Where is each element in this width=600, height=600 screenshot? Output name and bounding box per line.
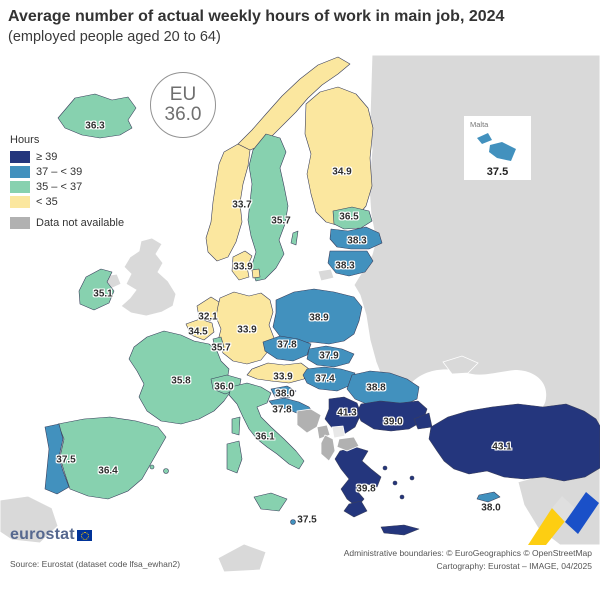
legend-swatch-no-data: [10, 216, 30, 229]
country-shape-denmark-island: [251, 268, 261, 279]
country-shape-ireland: [78, 268, 115, 311]
country-shape-estonia: [332, 206, 373, 230]
eu-badge-value: 36.0: [164, 104, 202, 125]
legend-swatch-class4: [10, 195, 30, 208]
country-shape-portugal: [44, 423, 70, 495]
country-shape-iceland: [57, 93, 137, 139]
country-shape-bulgaria: [356, 400, 428, 432]
country-shape-turkey: [428, 403, 600, 482]
country-shape-aegean-3: [399, 494, 405, 500]
credit-boundaries: Administrative boundaries: © EuroGeograp…: [343, 548, 592, 558]
country-shape-norway-south: [205, 143, 251, 262]
country-shape-crete: [380, 524, 420, 536]
page-subtitle: (employed people aged 20 to 64): [8, 29, 221, 45]
ribbon-yellow: [528, 508, 566, 545]
land-kaliningrad: [317, 268, 335, 282]
country-shape-netherlands: [196, 296, 220, 322]
land-crimea: [442, 355, 479, 375]
country-shape-malta: [290, 519, 296, 525]
country-shape-sweden: [247, 133, 289, 282]
malta-inset-map: [477, 133, 516, 161]
eurostat-logo-text: eurostat: [10, 526, 75, 543]
ribbon-blue: [565, 492, 599, 534]
country-shape-germany: [215, 291, 275, 365]
legend-label: 37 – < 39: [36, 165, 83, 178]
legend-row: ≥ 39: [10, 149, 124, 164]
country-shape-latvia: [329, 226, 383, 250]
country-shape-lithuania: [327, 250, 374, 277]
country-shape-balearic-2: [163, 468, 169, 474]
malta-inset-box: Malta 37.5: [464, 116, 531, 180]
legend-label: < 35: [36, 195, 58, 208]
country-shape-sicily: [253, 492, 288, 512]
eu-average-badge: EU 36.0: [150, 72, 216, 138]
country-shape-poland: [272, 288, 363, 345]
country-shape-spain: [57, 416, 167, 500]
country-shape-slovakia: [306, 345, 355, 368]
legend-swatch-class1: [10, 150, 30, 163]
legend-title: Hours: [10, 134, 40, 146]
country-shape-greece: [334, 446, 382, 508]
malta-inset-shape-gozo: [477, 133, 492, 144]
country-shape-aegean-4: [409, 475, 415, 481]
legend-swatch-class2: [10, 165, 30, 178]
country-shape-balearic-1: [149, 464, 155, 470]
page-title: Average number of actual weekly hours of…: [8, 8, 505, 25]
eu-badge-label: EU: [169, 84, 197, 106]
map-legend: Hours ≥ 39 37 – < 39 35 – < 37 < 35 Data…: [10, 134, 124, 230]
country-shape-aegean-2: [392, 480, 398, 486]
eu-flag-icon: [76, 529, 92, 541]
land-uk: [120, 237, 177, 317]
legend-label: Data not available: [36, 216, 125, 229]
country-shape-gotland: [290, 230, 299, 246]
legend-swatch-class3: [10, 180, 30, 193]
source-note: Source: Eurostat (dataset code lfsa_ewha…: [10, 559, 181, 569]
legend-row: 35 – < 37: [10, 179, 124, 194]
land-africa-west: [0, 495, 59, 544]
map-credits: Administrative boundaries: © EuroGeograp…: [344, 547, 592, 573]
eurostat-logo: eurostat: [10, 526, 92, 544]
malta-inset-title: Malta: [470, 120, 489, 129]
legend-row-no-data: Data not available: [10, 215, 124, 230]
legend-label: ≥ 39: [36, 150, 58, 163]
decorative-ribbons: [528, 492, 599, 545]
credit-cartography: Cartography: Eurostat – IMAGE, 04/2025: [436, 560, 592, 571]
country-shape-italy: [228, 382, 305, 470]
country-shape-austria: [246, 362, 310, 384]
country-shape-aegean-1: [382, 465, 388, 471]
country-shape-denmark: [231, 250, 253, 281]
malta-inset-value: 37.5: [486, 166, 509, 178]
country-shape-cyprus: [476, 491, 501, 503]
country-shape-north-macedonia: [336, 436, 360, 452]
country-shape-czechia: [262, 335, 312, 362]
country-shape-hungary: [302, 366, 356, 392]
country-shape-serbia: [324, 396, 362, 435]
country-shape-finland: [304, 86, 374, 227]
country-shape-peloponnese: [343, 500, 368, 518]
country-shape-slovenia: [270, 385, 297, 399]
country-shape-corsica: [231, 416, 241, 436]
malta-inset-shape-malta: [489, 142, 516, 161]
country-shape-luxembourg: [212, 336, 225, 351]
legend-row: < 35: [10, 194, 124, 209]
legend-row: 37 – < 39: [10, 164, 124, 179]
legend-label: 35 – < 37: [36, 180, 83, 193]
country-shape-sardinia: [226, 440, 243, 474]
country-shape-belgium: [185, 318, 215, 341]
country-shape-albania: [320, 434, 336, 462]
country-shape-france: [128, 330, 232, 425]
land-africa-tunisia: [217, 543, 267, 573]
country-shape-kosovo: [331, 425, 346, 439]
